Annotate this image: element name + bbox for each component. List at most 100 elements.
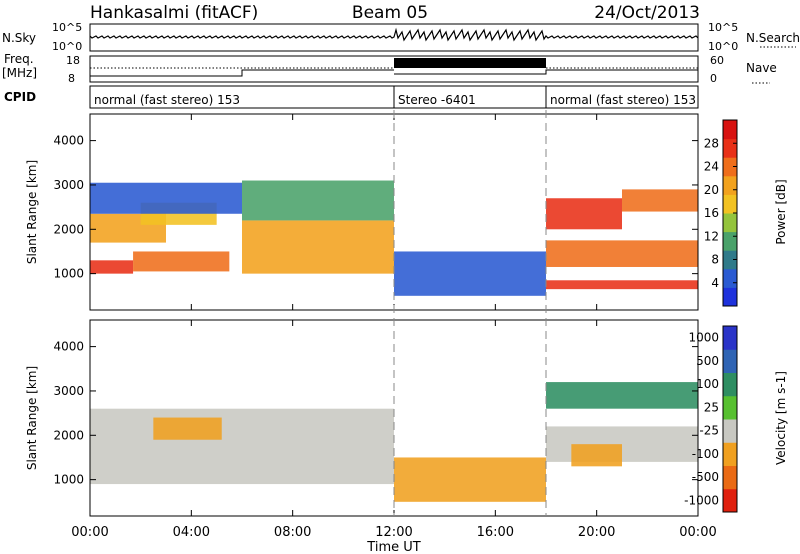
- nsky-line: [89, 27, 699, 42]
- stereo-freq-block: [394, 58, 546, 68]
- freq-line: [90, 69, 394, 77]
- data-band: [242, 180, 394, 221]
- freq-trace: [90, 58, 698, 77]
- nsky-tick-top: 10^5: [52, 21, 82, 34]
- y-tick-label: 1000: [53, 473, 84, 487]
- velocity-colorbar-label: Velocity [m s-1]: [774, 371, 788, 465]
- colorbar-tick-label: -1000: [684, 493, 719, 507]
- velocity-y-ticks: 1000 2000 3000 4000: [53, 340, 698, 487]
- cpid-row: CPID normal (fast stereo) 153 Stereo -640…: [4, 85, 699, 109]
- colorbar-tick-label: -25: [699, 424, 719, 438]
- cpid-segment-label: normal (fast stereo) 153: [94, 93, 240, 107]
- data-band: [394, 457, 546, 502]
- data-band: [546, 382, 698, 409]
- colorbar-tick-label: 20: [704, 183, 719, 197]
- colorbar-swatch: [723, 250, 737, 270]
- freq-panel: Freq. [MHz] Nave 18 8 60 0: [2, 52, 777, 85]
- time-tick-label: 00:00: [679, 525, 716, 540]
- velocity-colorbar: 1000 500 100 25 -25 -100 -500 -1000: [684, 325, 738, 513]
- nsky-label: N.Sky: [2, 31, 36, 45]
- y-tick-label: 4000: [53, 134, 84, 148]
- y-tick-label: 4000: [53, 340, 84, 354]
- colorbar-swatch: [723, 194, 737, 214]
- cpid-segment-label: Stereo -6401: [398, 93, 476, 107]
- time-tick-label: 12:00: [375, 525, 412, 540]
- colorbar-swatch: [723, 175, 737, 195]
- colorbar-tick-label: 12: [704, 229, 719, 243]
- nsky-trace: [89, 27, 699, 42]
- mode-separators: [393, 110, 547, 516]
- y-tick-label: 2000: [53, 222, 84, 236]
- date-title: 24/Oct/2013: [594, 3, 700, 23]
- time-tick-label: 20:00: [578, 525, 615, 540]
- colorbar-swatch: [723, 349, 737, 373]
- nave-tick-top: 60: [710, 54, 724, 67]
- colorbar-tick-label: -500: [692, 470, 719, 484]
- time-tick-labels: 00:00 04:00 08:00 12:00 16:00 20:00 00:00: [71, 525, 716, 540]
- colorbar-swatch: [723, 157, 737, 177]
- colorbar-tick-label: 1000: [688, 331, 719, 345]
- power-panel: 1000 2000 3000 4000 Slant Range [km] 4 8 12 16…: [25, 113, 788, 311]
- cpid-label: CPID: [4, 90, 36, 104]
- data-band: [133, 251, 230, 272]
- freq-line: [394, 69, 698, 75]
- mhz-label: [MHz]: [2, 66, 37, 80]
- colorbar-tick-label: 25: [704, 400, 719, 414]
- colorbar-swatch: [723, 442, 737, 466]
- y-tick-label: 3000: [53, 178, 84, 192]
- power-colorbar: 4 8 12 16 20 24 28: [704, 119, 738, 307]
- colorbar-swatch: [723, 465, 737, 490]
- data-band: [546, 240, 698, 267]
- colorbar-tick-label: 4: [711, 276, 719, 290]
- nsearch-tick-top: 10^5: [708, 21, 738, 34]
- time-tick-label: 08:00: [274, 525, 311, 540]
- velocity-bands: [90, 382, 698, 502]
- time-tick-label: 04:00: [173, 525, 210, 540]
- data-band: [90, 182, 242, 214]
- nsky-tick-bottom: 10^0: [52, 40, 82, 53]
- data-band: [546, 280, 698, 290]
- power-y-ticks: 1000 2000 3000 4000: [53, 134, 698, 281]
- freq-tick-bottom: 8: [68, 72, 75, 85]
- cpid-segments: normal (fast stereo) 153 Stereo -6401 norm…: [94, 86, 696, 108]
- nsearch-tick-bottom: 10^0: [708, 40, 738, 53]
- nave-tick-bottom: 0: [710, 72, 717, 85]
- power-colorbar-label: Power [dB]: [774, 179, 788, 244]
- colorbar-swatch: [723, 120, 737, 140]
- colorbar-swatch: [723, 326, 737, 350]
- colorbar-tick-label: 24: [704, 160, 719, 174]
- data-band: [546, 198, 622, 230]
- colorbar-tick-label: 28: [704, 136, 719, 150]
- freq-tick-top: 18: [66, 54, 80, 67]
- data-band: [90, 408, 394, 485]
- colorbar-swatch: [723, 213, 737, 233]
- y-tick-label: 3000: [53, 384, 84, 398]
- data-band: [242, 220, 394, 274]
- cpid-segment-label: normal (fast stereo) 153: [550, 93, 696, 107]
- colorbar-swatch: [723, 488, 737, 513]
- data-band: [622, 189, 698, 212]
- time-tick-label: 16:00: [477, 525, 514, 540]
- data-band: [153, 417, 222, 440]
- velocity-panel: 1000 2000 3000 4000 Slant Range [km] 1000 50…: [25, 319, 788, 517]
- nsearch-label: N.Search: [746, 31, 800, 45]
- power-bands: [90, 180, 698, 296]
- station-title: Hankasalmi (fitACF): [90, 3, 258, 23]
- nsky-panel: N.Sky N.Search 10^5 10^0 10^5 10^0: [2, 21, 800, 53]
- colorbar-tick-label: -100: [692, 447, 719, 461]
- beam-title: Beam 05: [352, 3, 428, 23]
- colorbar-swatch: [723, 419, 737, 443]
- colorbar-swatch: [723, 395, 737, 420]
- colorbar-swatch: [723, 268, 737, 288]
- freq-label: Freq.: [4, 52, 34, 66]
- nave-label: Nave: [746, 61, 777, 75]
- data-band: [571, 444, 622, 467]
- data-band: [90, 260, 134, 274]
- y-tick-label: 2000: [53, 428, 84, 442]
- x-axis-label: Time UT: [366, 540, 420, 554]
- colorbar-tick-label: 8: [711, 253, 719, 267]
- colorbar-swatch: [723, 372, 737, 397]
- y-tick-label: 1000: [53, 267, 84, 281]
- colorbar-tick-label: 16: [704, 206, 719, 220]
